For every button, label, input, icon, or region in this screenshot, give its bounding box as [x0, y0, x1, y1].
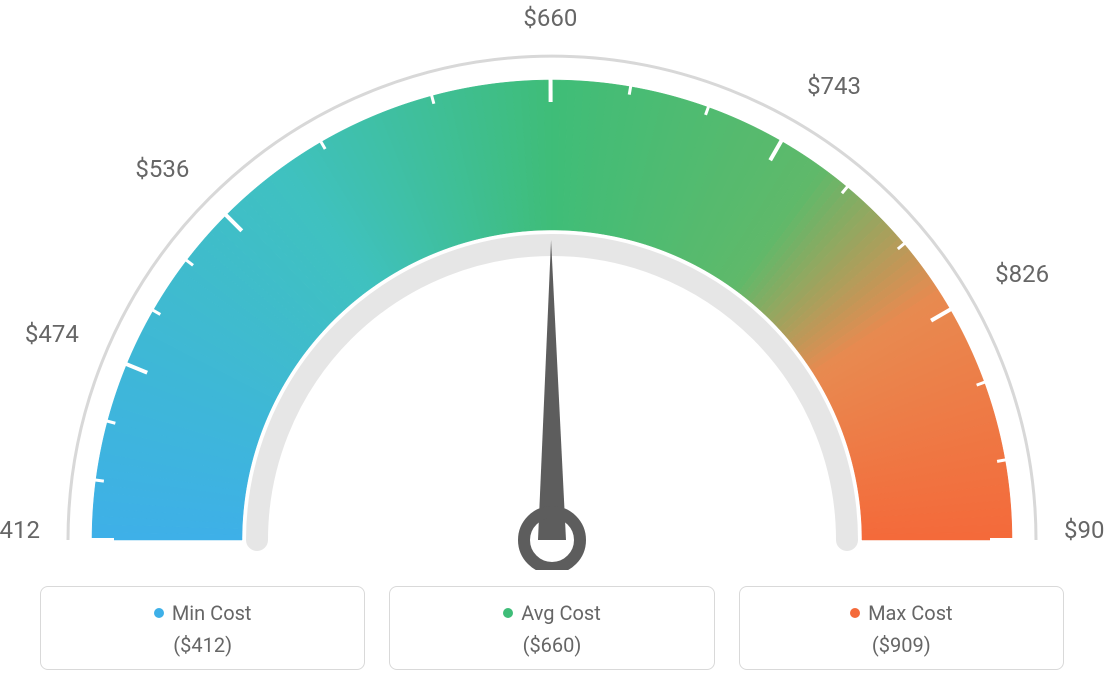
gauge-tick-label: $660	[523, 4, 577, 32]
legend-card-avg: Avg Cost ($660)	[389, 586, 714, 670]
gauge-container: $412 $474 $536 $660 $743 $826 $909	[0, 0, 1104, 560]
legend-title-text: Max Cost	[868, 601, 953, 625]
gauge-tick-label: $826	[995, 260, 1049, 288]
legend-value-avg: ($660)	[400, 633, 703, 657]
legend-dot-icon	[850, 608, 860, 618]
legend-title-max: Max Cost	[850, 601, 953, 625]
legend-title-text: Avg Cost	[521, 601, 601, 625]
legend-card-min: Min Cost ($412)	[40, 586, 365, 670]
gauge-tick-label: $743	[807, 72, 861, 100]
legend-card-max: Max Cost ($909)	[739, 586, 1064, 670]
legend-dot-icon	[154, 608, 164, 618]
legend-row: Min Cost ($412) Avg Cost ($660) Max Cost…	[40, 586, 1064, 670]
legend-title-min: Min Cost	[154, 601, 252, 625]
legend-dot-icon	[503, 608, 513, 618]
gauge-svg	[0, 10, 1104, 570]
gauge-tick-label: $909	[1064, 516, 1104, 544]
legend-value-max: ($909)	[750, 633, 1053, 657]
gauge-tick-label: $536	[135, 155, 189, 183]
gauge-tick-label: $474	[25, 320, 79, 348]
legend-title-avg: Avg Cost	[503, 601, 601, 625]
gauge-tick-label: $412	[0, 516, 40, 544]
legend-value-min: ($412)	[51, 633, 354, 657]
legend-title-text: Min Cost	[172, 601, 252, 625]
